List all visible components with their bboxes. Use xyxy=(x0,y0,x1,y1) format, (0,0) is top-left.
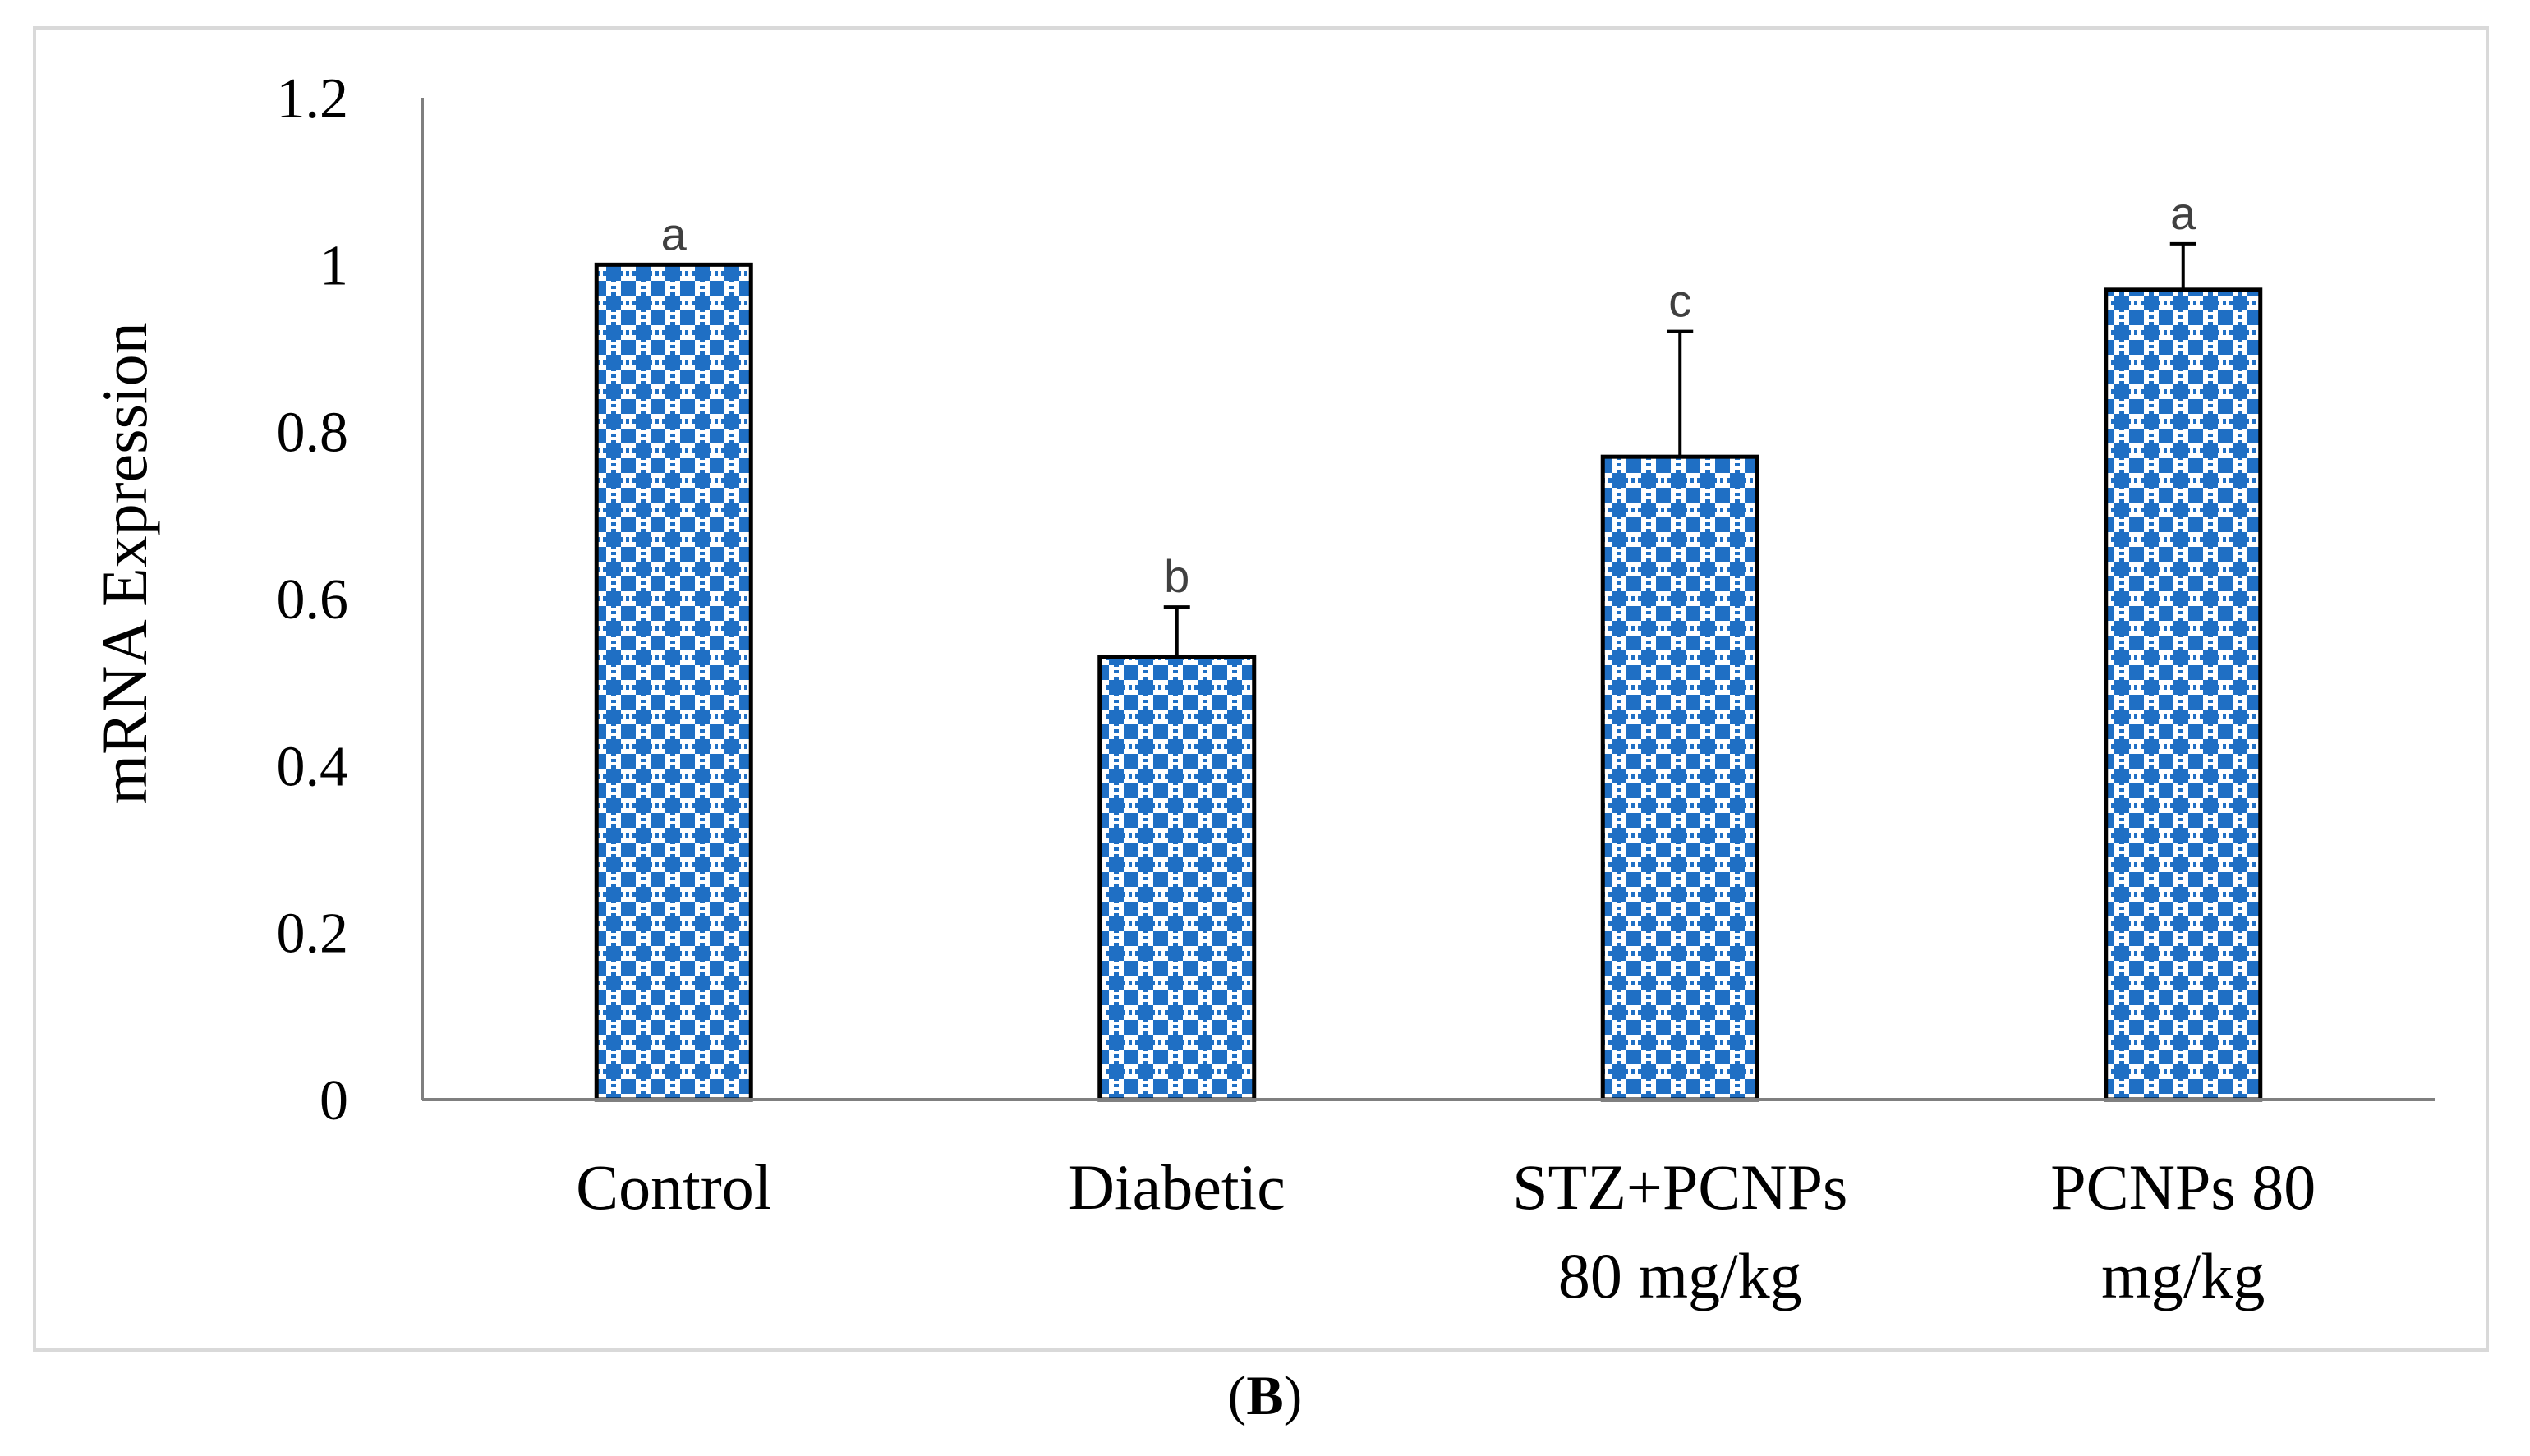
y-tick-label: 1 xyxy=(320,234,348,297)
x-tick-label: Diabetic xyxy=(1069,1151,1286,1223)
x-axis: Control Diabetic STZ+PCNPs 80 mg/kg PCNPs 80… xyxy=(422,1098,2435,1311)
significance-letter: b xyxy=(1164,550,1189,602)
y-tick-label: 0 xyxy=(320,1069,348,1132)
significance-letter: a xyxy=(661,208,688,260)
bar xyxy=(2104,287,2263,1102)
panel-label-open: ( xyxy=(1227,1364,1247,1426)
panel-label: (B) xyxy=(0,1363,2530,1428)
x-tick-label: STZ+PCNPs xyxy=(1512,1151,1847,1223)
x-tick-label: mg/kg xyxy=(2101,1240,2265,1311)
error-bars xyxy=(1163,241,2196,658)
bar xyxy=(1600,454,1760,1102)
bars xyxy=(594,262,2263,1102)
bar xyxy=(594,262,753,1102)
x-tick-label: 80 mg/kg xyxy=(1558,1240,1802,1311)
significance-letter: c xyxy=(1668,275,1691,327)
bar xyxy=(1097,655,1257,1102)
significance-letters: a b c a xyxy=(661,187,2197,602)
y-tick-label: 1.2 xyxy=(277,67,349,131)
chart-frame xyxy=(33,26,2489,1352)
y-tick-label: 0.4 xyxy=(277,735,349,798)
x-tick-label: Control xyxy=(576,1151,771,1223)
panel-label-close: ) xyxy=(1283,1364,1303,1426)
y-axis: 0 0.2 0.4 0.6 0.8 1 1.2 xyxy=(277,67,424,1132)
y-tick-label: 0.8 xyxy=(277,402,349,465)
y-tick-label: 0.2 xyxy=(277,903,349,966)
y-axis-title: mRNA Expression xyxy=(89,322,160,804)
panel-label-letter: B xyxy=(1246,1364,1284,1426)
x-tick-label: PCNPs 80 xyxy=(2050,1151,2316,1223)
y-tick-label: 0.6 xyxy=(277,568,349,632)
significance-letter: a xyxy=(2170,187,2196,239)
